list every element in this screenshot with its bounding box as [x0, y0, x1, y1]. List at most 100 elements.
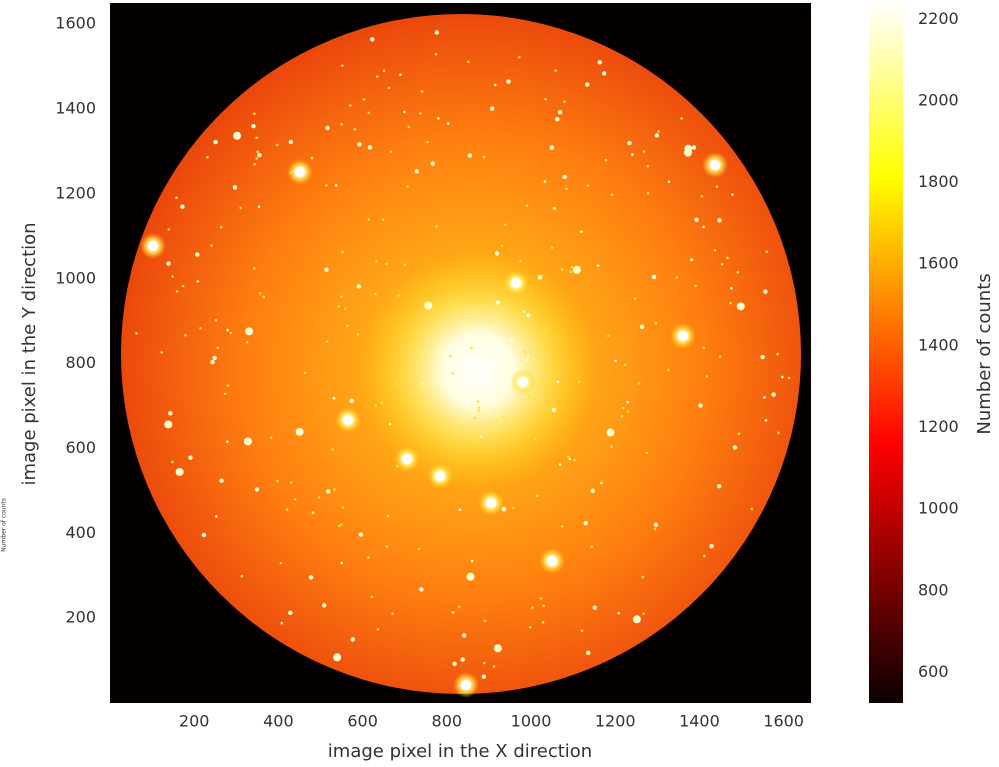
star — [526, 313, 530, 317]
star — [483, 662, 486, 665]
star — [399, 73, 402, 76]
stray-label: Number of counts — [1, 498, 8, 552]
y-tick-label: 400 — [65, 523, 96, 542]
star — [418, 548, 421, 551]
star — [176, 468, 184, 476]
star — [346, 324, 349, 327]
star — [621, 415, 624, 418]
star — [529, 626, 532, 629]
colorbar-label: Number of counts — [974, 273, 995, 434]
star — [160, 351, 163, 354]
star — [701, 195, 704, 198]
colorbar-tick-label: 1000 — [918, 499, 959, 518]
star — [458, 605, 461, 608]
star — [322, 603, 326, 607]
star — [389, 423, 392, 426]
star — [367, 556, 370, 559]
star — [550, 145, 554, 149]
star — [286, 508, 289, 511]
star — [551, 246, 554, 249]
star — [382, 218, 385, 221]
y-axis-label: image pixel in the Y direction — [19, 222, 40, 485]
star — [468, 153, 472, 157]
star — [788, 377, 791, 380]
star — [519, 260, 522, 263]
star — [523, 310, 526, 313]
star — [527, 355, 530, 358]
star — [241, 575, 244, 578]
star — [550, 349, 553, 352]
star — [504, 434, 507, 437]
colorbar-tick-label: 600 — [918, 662, 949, 681]
star — [233, 185, 237, 189]
x-tick-label: 1000 — [511, 712, 552, 731]
star — [333, 488, 336, 491]
star — [474, 416, 477, 419]
star — [550, 404, 553, 407]
star — [257, 153, 261, 157]
star — [526, 204, 529, 207]
star — [318, 496, 321, 499]
star — [733, 445, 737, 449]
star — [624, 364, 627, 367]
star — [534, 413, 537, 416]
star — [716, 185, 719, 188]
star — [213, 140, 217, 144]
star — [239, 207, 242, 210]
star — [657, 130, 660, 133]
star — [692, 145, 696, 149]
star — [184, 334, 187, 337]
star — [335, 184, 338, 187]
star — [518, 56, 521, 59]
star — [477, 400, 480, 403]
star — [206, 156, 209, 159]
bright-star-core — [461, 680, 471, 690]
bright-star-core — [710, 160, 720, 170]
star — [597, 264, 600, 267]
star — [176, 290, 179, 293]
star — [593, 605, 597, 609]
star — [760, 355, 764, 359]
star — [590, 545, 593, 548]
star — [667, 369, 670, 372]
star — [255, 136, 258, 139]
star — [526, 359, 529, 362]
star — [633, 615, 641, 623]
star — [504, 224, 507, 227]
star — [357, 333, 360, 336]
star — [326, 340, 329, 343]
star — [421, 382, 424, 385]
star — [610, 446, 613, 449]
star — [255, 487, 259, 491]
bright-star-core — [511, 278, 521, 288]
star — [477, 409, 480, 412]
star — [587, 184, 590, 187]
star — [563, 100, 566, 103]
star — [452, 662, 456, 666]
bright-star-core — [518, 377, 528, 387]
star — [397, 294, 400, 297]
star — [276, 144, 279, 147]
star — [585, 82, 589, 86]
star — [524, 351, 527, 354]
star — [554, 207, 557, 210]
star — [717, 484, 721, 488]
bright-star-core — [678, 331, 688, 341]
star — [244, 437, 252, 445]
star — [199, 327, 202, 330]
colorbar-tick-label: 1200 — [918, 417, 959, 436]
star — [331, 448, 334, 451]
star — [652, 275, 656, 279]
star — [288, 611, 292, 615]
star — [493, 665, 496, 668]
star — [441, 353, 445, 357]
star — [341, 250, 344, 253]
star — [435, 225, 438, 228]
star — [419, 112, 422, 115]
star — [294, 498, 297, 501]
star — [290, 481, 293, 484]
star — [590, 489, 594, 493]
star — [467, 60, 470, 63]
star — [197, 280, 200, 283]
bright-star-core — [295, 167, 305, 177]
